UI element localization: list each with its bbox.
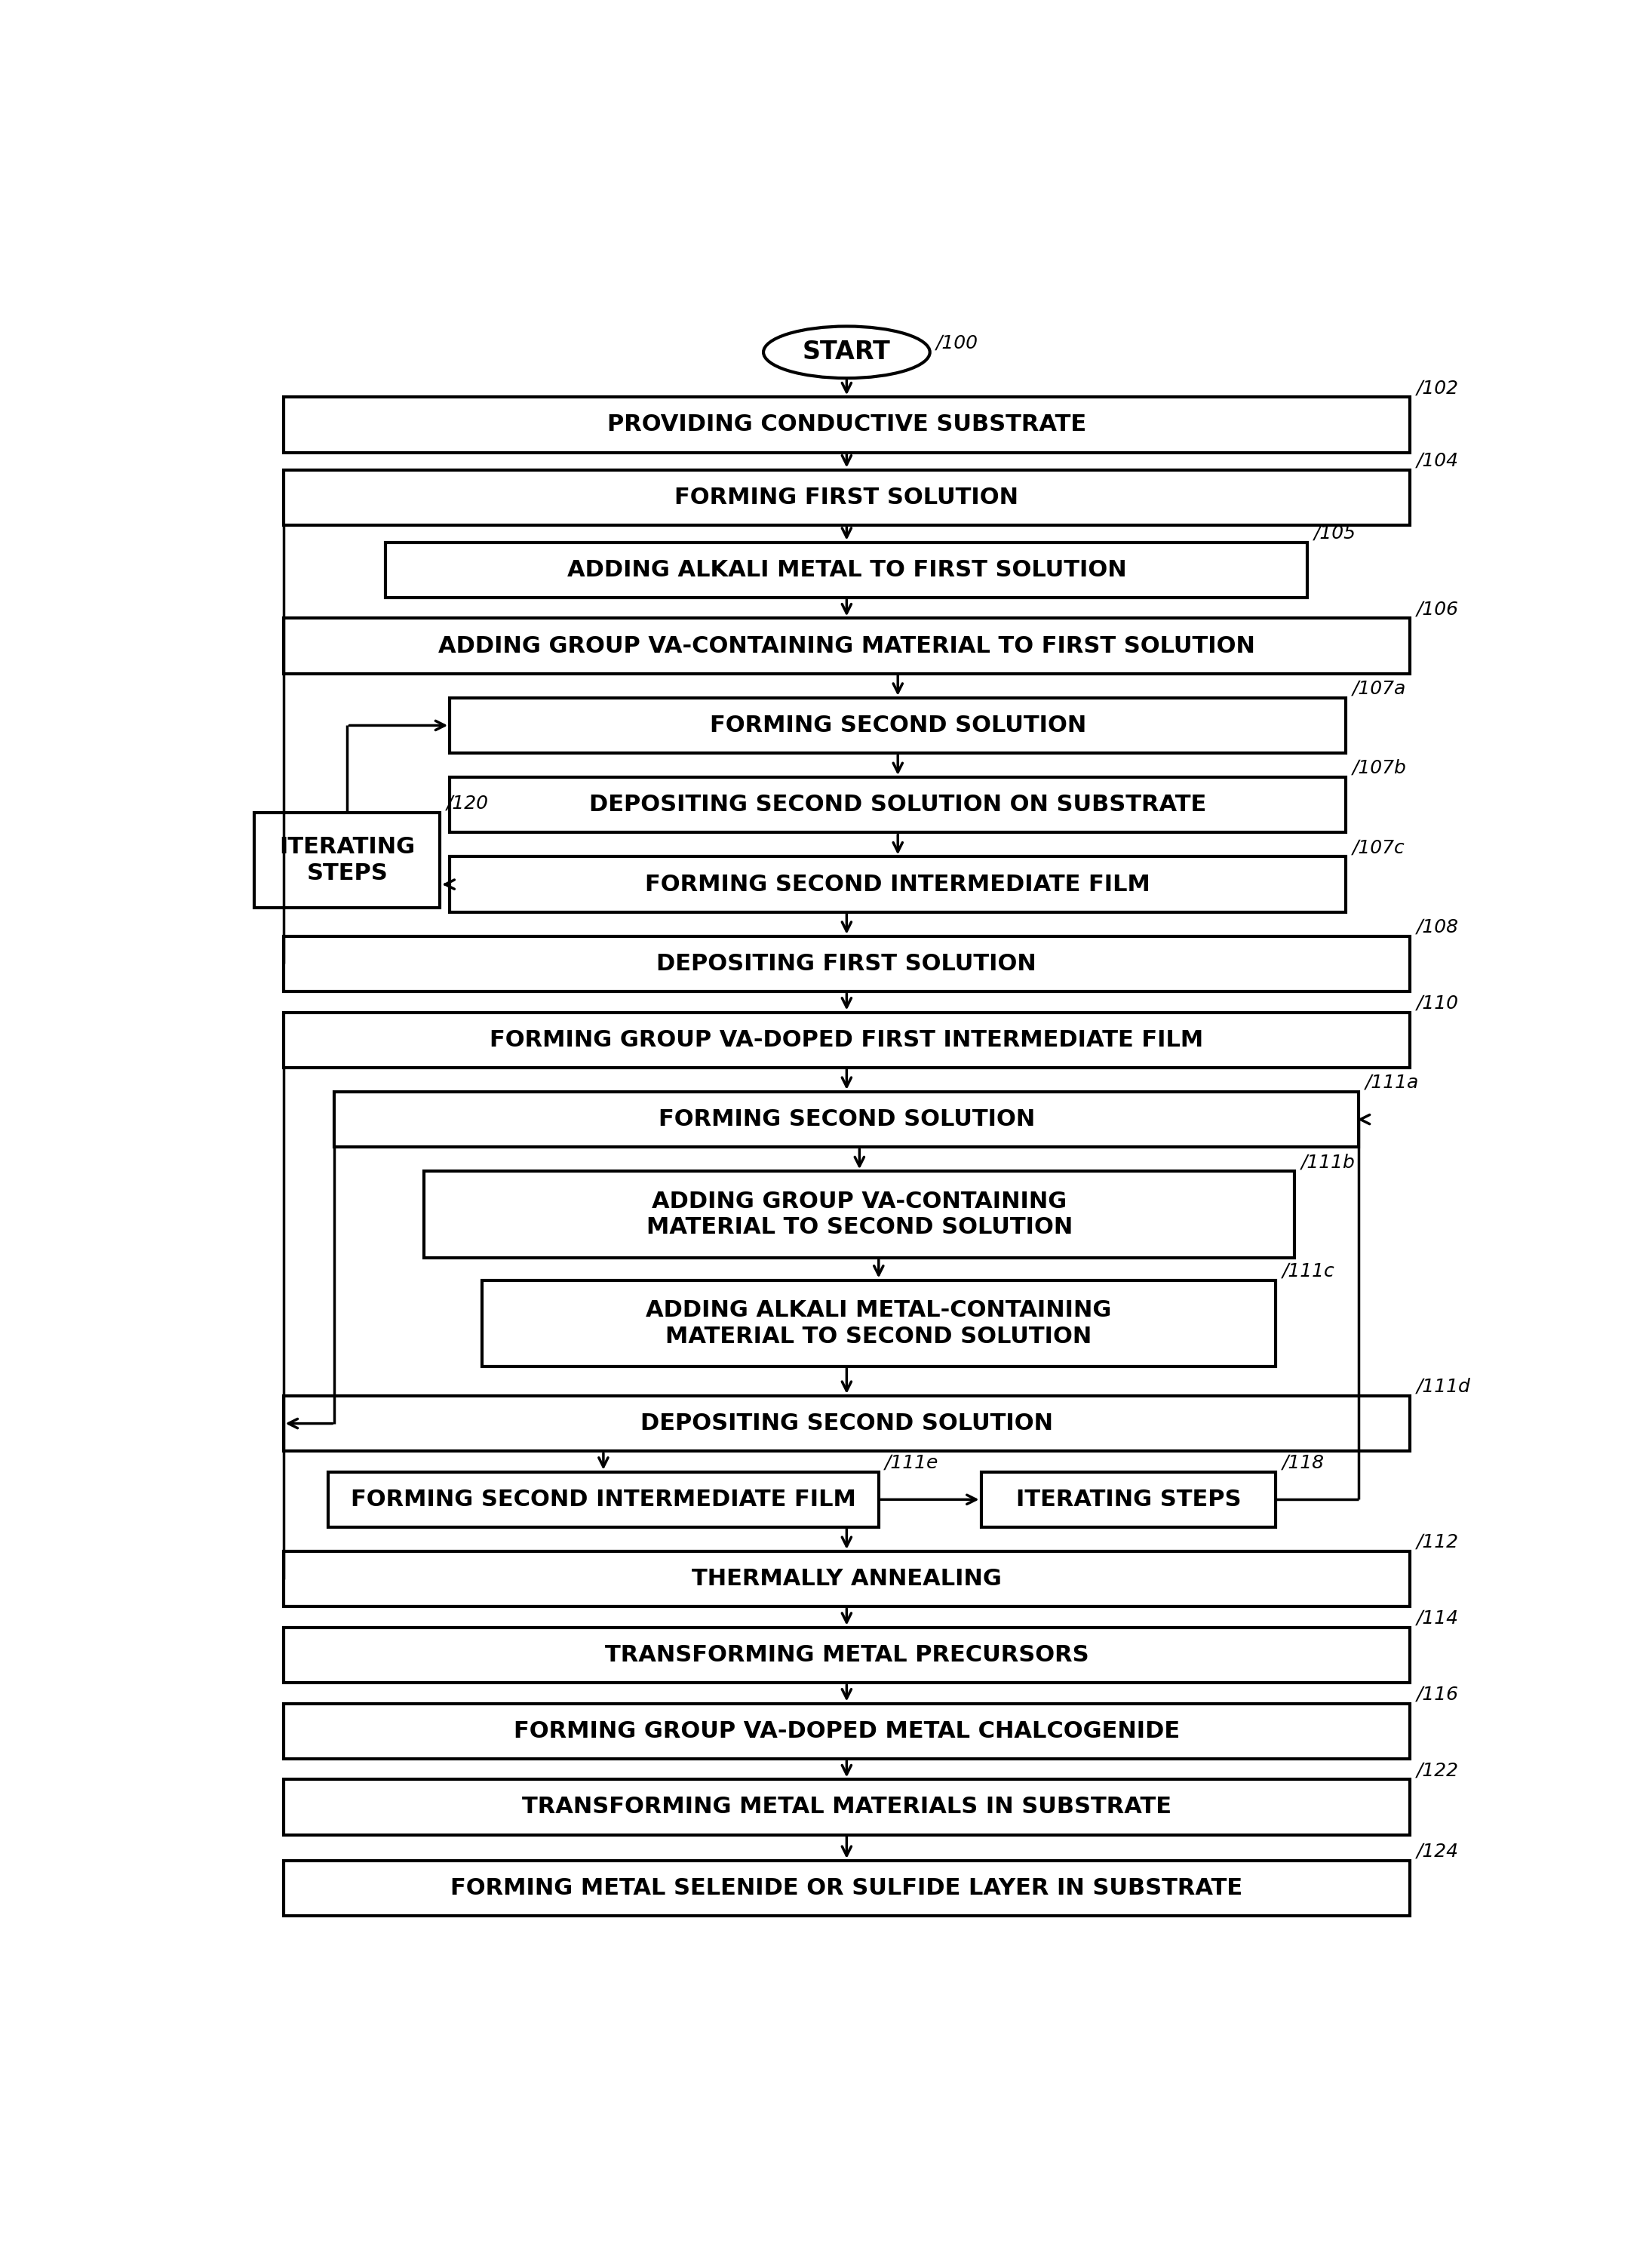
Text: DEPOSITING FIRST SOLUTION: DEPOSITING FIRST SOLUTION [656,954,1037,974]
Text: ∕111a: ∕111a [1365,1073,1419,1093]
Text: TRANSFORMING METAL MATERIALS IN SUBSTRATE: TRANSFORMING METAL MATERIALS IN SUBSTRAT… [522,1795,1171,1818]
Text: ADDING GROUP VA-CONTAINING
MATERIAL TO SECOND SOLUTION: ADDING GROUP VA-CONTAINING MATERIAL TO S… [646,1189,1072,1239]
FancyBboxPatch shape [449,857,1346,911]
FancyBboxPatch shape [449,698,1346,754]
FancyBboxPatch shape [284,1779,1409,1836]
Text: ∕124: ∕124 [1416,1842,1459,1860]
FancyBboxPatch shape [385,543,1308,597]
Text: ∕108: ∕108 [1416,918,1459,936]
Text: ∕111b: ∕111b [1302,1153,1355,1171]
Text: ∕100: ∕100 [937,334,978,352]
Text: ∕106: ∕106 [1416,599,1459,619]
FancyBboxPatch shape [334,1093,1358,1147]
FancyBboxPatch shape [284,1551,1409,1607]
Text: PROVIDING CONDUCTIVE SUBSTRATE: PROVIDING CONDUCTIVE SUBSTRATE [606,413,1087,435]
Text: ∕120: ∕120 [446,794,489,812]
Text: ∕107c: ∕107c [1353,839,1404,857]
FancyBboxPatch shape [284,1012,1409,1068]
Text: ∕111e: ∕111e [885,1454,938,1472]
FancyBboxPatch shape [284,469,1409,525]
Text: DEPOSITING SECOND SOLUTION ON SUBSTRATE: DEPOSITING SECOND SOLUTION ON SUBSTRATE [590,794,1206,817]
Text: ITERATING
STEPS: ITERATING STEPS [279,837,415,884]
Text: DEPOSITING SECOND SOLUTION: DEPOSITING SECOND SOLUTION [641,1411,1052,1434]
Text: ∕107b: ∕107b [1353,758,1406,776]
FancyBboxPatch shape [329,1472,879,1528]
Text: ∕122: ∕122 [1416,1762,1459,1779]
Text: ADDING GROUP VA-CONTAINING MATERIAL TO FIRST SOLUTION: ADDING GROUP VA-CONTAINING MATERIAL TO F… [438,635,1256,657]
Text: FORMING SECOND INTERMEDIATE FILM: FORMING SECOND INTERMEDIATE FILM [646,873,1150,895]
FancyBboxPatch shape [284,1703,1409,1759]
FancyBboxPatch shape [284,1627,1409,1683]
Text: TRANSFORMING METAL PRECURSORS: TRANSFORMING METAL PRECURSORS [605,1645,1089,1665]
FancyBboxPatch shape [254,812,439,909]
Text: ∕116: ∕116 [1416,1685,1459,1703]
Text: ITERATING STEPS: ITERATING STEPS [1016,1488,1241,1510]
Text: ∕110: ∕110 [1416,994,1459,1012]
Text: ∕107a: ∕107a [1353,680,1406,698]
FancyBboxPatch shape [981,1472,1275,1528]
FancyBboxPatch shape [284,619,1409,673]
Text: FORMING FIRST SOLUTION: FORMING FIRST SOLUTION [674,487,1019,509]
FancyBboxPatch shape [482,1279,1275,1367]
Text: ADDING ALKALI METAL TO FIRST SOLUTION: ADDING ALKALI METAL TO FIRST SOLUTION [567,559,1127,581]
Ellipse shape [763,325,930,379]
Text: FORMING SECOND SOLUTION: FORMING SECOND SOLUTION [710,714,1085,736]
Text: ∕102: ∕102 [1416,379,1459,397]
Text: FORMING METAL SELENIDE OR SULFIDE LAYER IN SUBSTRATE: FORMING METAL SELENIDE OR SULFIDE LAYER … [451,1878,1242,1898]
FancyBboxPatch shape [284,936,1409,992]
FancyBboxPatch shape [425,1171,1295,1257]
Text: ∕112: ∕112 [1416,1533,1459,1551]
Text: ∕104: ∕104 [1416,451,1459,469]
Text: FORMING GROUP VA-DOPED METAL CHALCOGENIDE: FORMING GROUP VA-DOPED METAL CHALCOGENID… [514,1721,1180,1741]
Text: FORMING SECOND INTERMEDIATE FILM: FORMING SECOND INTERMEDIATE FILM [350,1488,856,1510]
Text: ∕114: ∕114 [1416,1609,1459,1627]
Text: ∕118: ∕118 [1282,1454,1325,1472]
FancyBboxPatch shape [284,1860,1409,1916]
FancyBboxPatch shape [284,1396,1409,1452]
Text: ∕105: ∕105 [1313,525,1356,543]
Text: FORMING GROUP VA-DOPED FIRST INTERMEDIATE FILM: FORMING GROUP VA-DOPED FIRST INTERMEDIAT… [489,1030,1204,1050]
Text: ADDING ALKALI METAL-CONTAINING
MATERIAL TO SECOND SOLUTION: ADDING ALKALI METAL-CONTAINING MATERIAL … [646,1299,1112,1346]
Text: ∕111d: ∕111d [1416,1378,1470,1396]
FancyBboxPatch shape [449,776,1346,833]
Text: ∕111c: ∕111c [1282,1261,1335,1279]
Text: FORMING SECOND SOLUTION: FORMING SECOND SOLUTION [659,1109,1034,1131]
Text: THERMALLY ANNEALING: THERMALLY ANNEALING [692,1569,1001,1591]
Text: START: START [803,339,890,366]
FancyBboxPatch shape [284,397,1409,453]
